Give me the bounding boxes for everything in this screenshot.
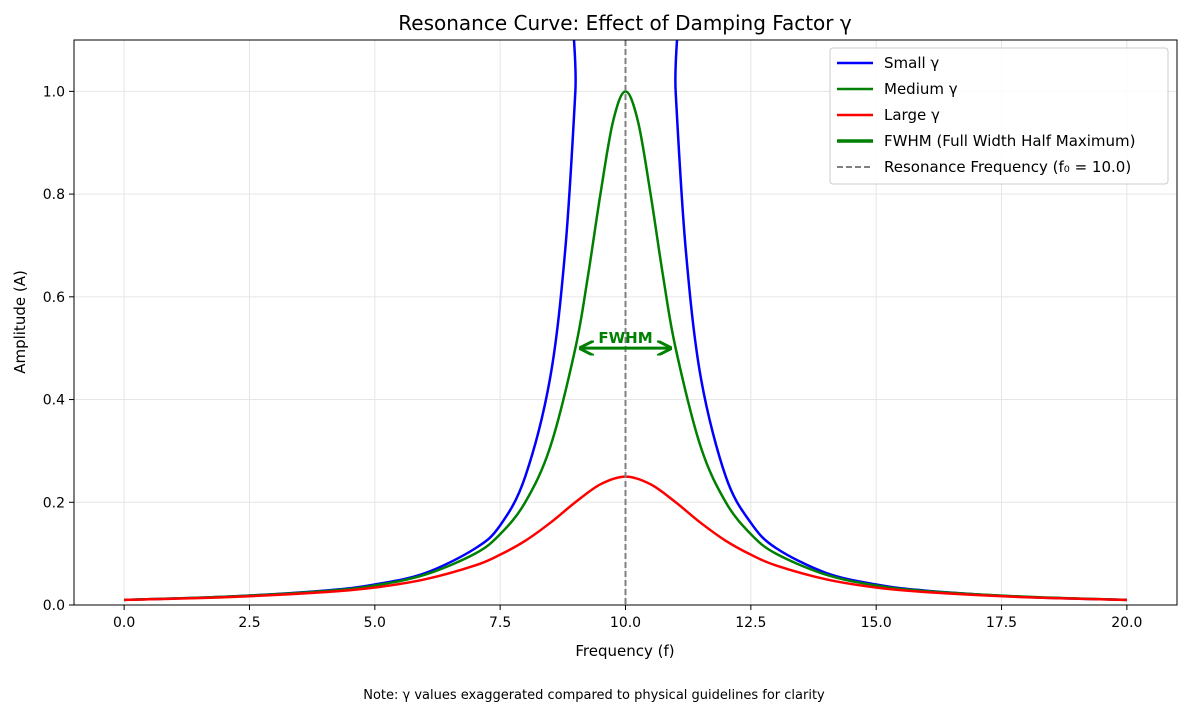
legend-label-small: Small γ	[884, 54, 939, 72]
ticks: 0.0 2.5 5.0 7.5 10.0 12.5 15.0 17.5 20.0 0.0 0.2 0.…	[43, 84, 1143, 631]
y-tick-label: 0.4	[43, 393, 65, 409]
series-layer	[124, 40, 1127, 605]
legend-box	[829, 47, 1169, 185]
legend: Small γ Medium γ Large γ FWHM (Full Widt…	[829, 47, 1169, 185]
x-tick-label: 17.5	[986, 615, 1017, 631]
x-tick-label: 10.0	[610, 615, 641, 631]
footnote: Note: γ values exaggerated compared to p…	[363, 688, 825, 703]
x-axis-label: Frequency (f)	[575, 642, 674, 660]
legend-label-large: Large γ	[884, 106, 940, 124]
fwhm-label: FWHM	[598, 329, 652, 347]
y-axis-label: Amplitude (A)	[11, 270, 29, 374]
x-tick-label: 2.5	[238, 615, 260, 631]
x-tick-label: 12.5	[735, 615, 766, 631]
chart-title: Resonance Curve: Effect of Damping Facto…	[398, 11, 852, 35]
y-tick-label: 0.8	[43, 187, 65, 203]
x-tick-label: 0.0	[113, 615, 135, 631]
annotation-layer: FWHM	[580, 329, 670, 348]
y-tick-label: 1.0	[43, 84, 65, 100]
x-tick-label: 20.0	[1111, 615, 1142, 631]
legend-label-resonance: Resonance Frequency (f₀ = 10.0)	[884, 158, 1131, 176]
x-tick-label: 15.0	[861, 615, 892, 631]
legend-label-medium: Medium γ	[884, 80, 958, 98]
y-tick-label: 0.2	[43, 495, 65, 511]
legend-label-fwhm: FWHM (Full Width Half Maximum)	[884, 132, 1136, 150]
series-line-small-gamma	[124, 40, 1127, 602]
x-tick-label: 5.0	[364, 615, 386, 631]
y-tick-label: 0.6	[43, 290, 65, 306]
series-line-medium-gamma	[124, 90, 1127, 602]
x-tick-label: 7.5	[489, 615, 511, 631]
y-tick-label: 0.0	[43, 598, 65, 614]
